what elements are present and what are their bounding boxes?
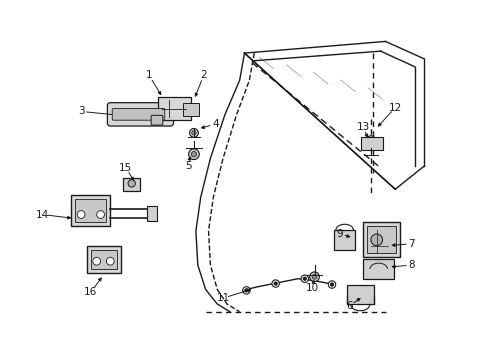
FancyBboxPatch shape xyxy=(158,97,191,120)
Circle shape xyxy=(273,282,277,285)
Text: 9: 9 xyxy=(336,229,343,239)
Bar xyxy=(75,199,106,222)
Circle shape xyxy=(311,274,316,279)
Circle shape xyxy=(97,211,104,219)
Text: 15: 15 xyxy=(119,163,132,173)
Circle shape xyxy=(366,136,375,145)
Text: 14: 14 xyxy=(36,210,49,220)
Text: 16: 16 xyxy=(84,287,97,297)
Bar xyxy=(363,259,393,279)
Text: 8: 8 xyxy=(407,260,414,270)
Text: 3: 3 xyxy=(78,107,84,116)
Text: 5: 5 xyxy=(184,161,191,171)
FancyBboxPatch shape xyxy=(183,103,199,116)
Bar xyxy=(366,226,395,253)
Text: 6: 6 xyxy=(346,301,352,311)
FancyBboxPatch shape xyxy=(107,103,173,126)
Circle shape xyxy=(329,283,333,286)
Circle shape xyxy=(242,287,250,294)
Circle shape xyxy=(189,129,198,137)
Bar xyxy=(71,195,110,226)
Circle shape xyxy=(191,131,196,135)
Text: 13: 13 xyxy=(356,122,369,132)
Text: 12: 12 xyxy=(388,103,401,113)
Bar xyxy=(122,177,140,191)
Circle shape xyxy=(327,281,335,288)
Circle shape xyxy=(244,289,248,292)
Text: 7: 7 xyxy=(407,239,414,249)
Text: 11: 11 xyxy=(216,293,229,303)
Circle shape xyxy=(128,180,135,187)
Bar xyxy=(363,222,399,257)
Text: 10: 10 xyxy=(305,283,319,293)
Bar xyxy=(87,246,121,273)
Circle shape xyxy=(271,280,279,287)
Circle shape xyxy=(106,257,114,265)
Bar xyxy=(147,206,157,221)
FancyBboxPatch shape xyxy=(112,108,164,120)
Circle shape xyxy=(309,272,319,282)
Bar xyxy=(346,284,373,304)
Circle shape xyxy=(368,138,372,143)
Circle shape xyxy=(93,257,101,265)
Circle shape xyxy=(301,275,308,282)
Bar xyxy=(361,137,382,150)
Circle shape xyxy=(188,149,199,159)
Circle shape xyxy=(303,277,306,280)
Circle shape xyxy=(370,234,382,246)
FancyBboxPatch shape xyxy=(151,115,163,125)
Text: 1: 1 xyxy=(145,71,152,81)
Text: 4: 4 xyxy=(212,119,218,129)
Circle shape xyxy=(191,152,196,157)
Bar xyxy=(91,249,117,269)
Circle shape xyxy=(77,211,85,219)
Text: 2: 2 xyxy=(200,71,206,81)
Bar xyxy=(333,230,355,249)
